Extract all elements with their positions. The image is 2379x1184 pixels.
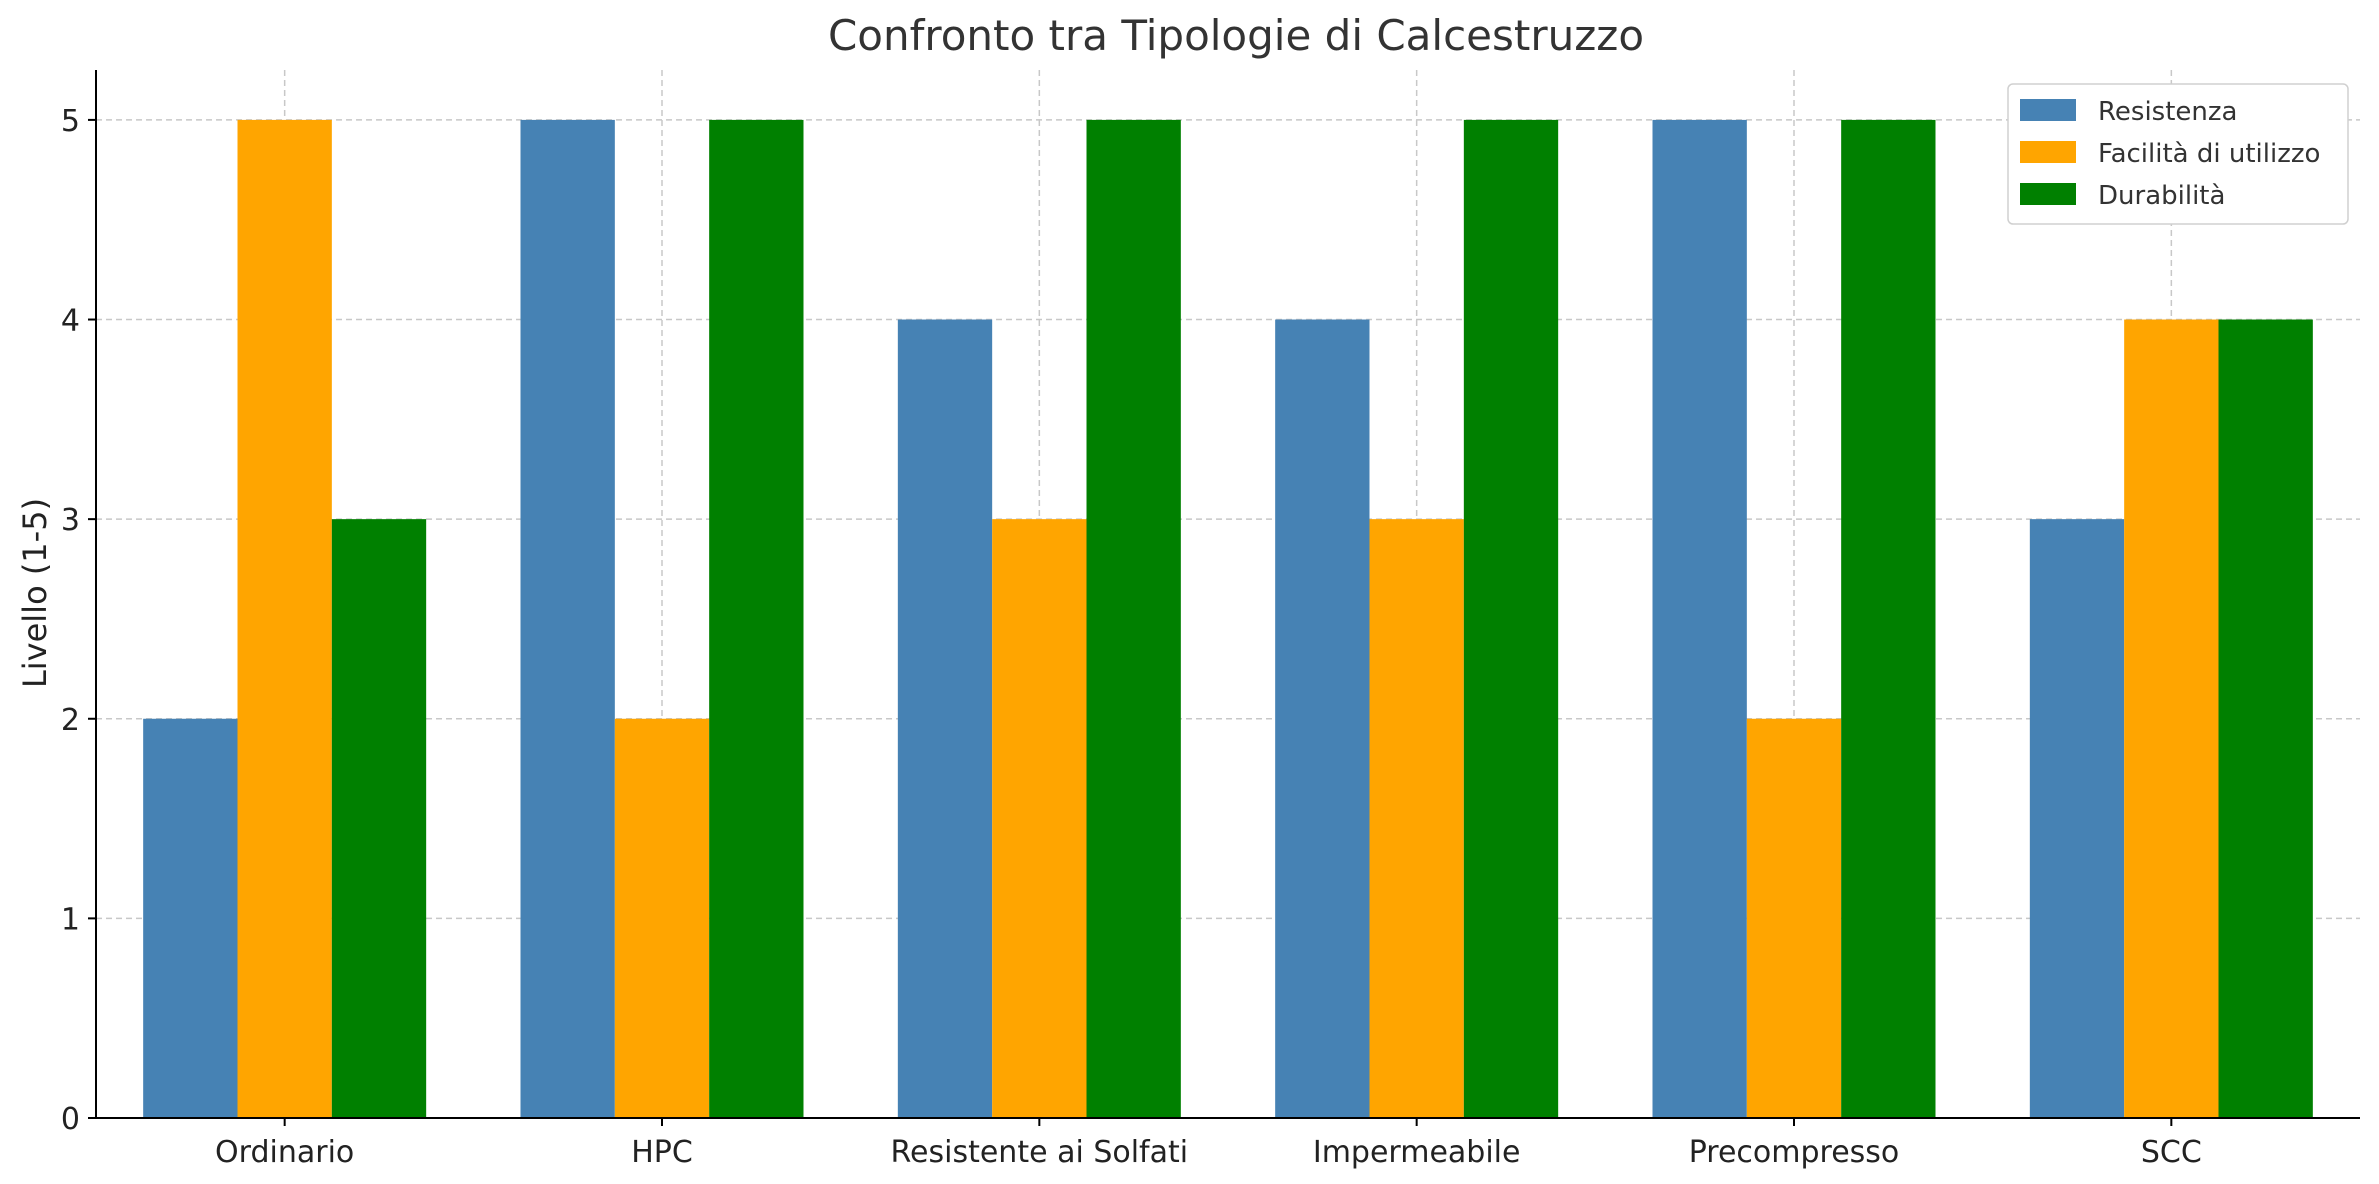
legend-swatch bbox=[2020, 99, 2076, 121]
bar-2-2 bbox=[614, 718, 710, 1118]
bar-3-4 bbox=[1463, 119, 1559, 1118]
bar-3-3 bbox=[1086, 119, 1181, 1118]
bar-2-5 bbox=[1746, 718, 1842, 1118]
legend-label: Resistenza bbox=[2098, 97, 2237, 127]
x-tick-label: Impermeabile bbox=[1313, 1135, 1521, 1170]
legend-swatch bbox=[2020, 183, 2076, 205]
bar-2-1 bbox=[237, 119, 332, 1118]
axes bbox=[95, 70, 2360, 1119]
x-tick-label: Resistente ai Solfati bbox=[891, 1135, 1189, 1170]
y-tick-label: 2 bbox=[61, 703, 80, 738]
y-tick-label: 0 bbox=[61, 1102, 80, 1137]
y-tick-label: 5 bbox=[61, 104, 80, 139]
legend: Resistenza Facilità di utilizzo Durabilità bbox=[2007, 83, 2349, 225]
bar-2-4 bbox=[1369, 519, 1464, 1118]
bar-3-5 bbox=[1841, 119, 1936, 1118]
bar-3-6 bbox=[2218, 319, 2313, 1118]
bar-1-6 bbox=[2029, 519, 2125, 1118]
chart-title: Confronto tra Tipologie di Calcestruzzo bbox=[828, 11, 1644, 60]
grid-lines bbox=[96, 70, 2360, 1118]
legend-box bbox=[2007, 83, 2349, 225]
bar-1-1 bbox=[143, 718, 238, 1118]
legend-label: Durabilità bbox=[2098, 181, 2225, 211]
y-tick-label: 3 bbox=[61, 503, 80, 538]
x-tick-label: Ordinario bbox=[215, 1135, 354, 1170]
y-axis-label: Livello (1-5) bbox=[16, 498, 54, 688]
bar-3-2 bbox=[709, 119, 804, 1118]
bar-1-4 bbox=[1275, 319, 1370, 1118]
bars bbox=[143, 119, 2313, 1118]
bar-2-3 bbox=[992, 519, 1087, 1118]
bar-1-3 bbox=[897, 319, 993, 1118]
x-tick-label: HPC bbox=[631, 1135, 693, 1170]
y-tick-label: 1 bbox=[61, 902, 80, 937]
x-tick-label: SCC bbox=[2141, 1135, 2202, 1170]
tick-labels: 0 1 2 3 4 5 Ordinario HPC Resistente ai Solfati I… bbox=[61, 104, 2202, 1170]
legend-swatch bbox=[2020, 141, 2076, 163]
legend-label: Facilità di utilizzo bbox=[2098, 139, 2320, 169]
bar-3-1 bbox=[331, 519, 427, 1118]
bar-2-6 bbox=[2124, 319, 2219, 1118]
x-tick-label: Precompresso bbox=[1689, 1135, 1900, 1170]
y-tick-label: 4 bbox=[61, 304, 80, 339]
bar-1-2 bbox=[520, 119, 615, 1118]
bar-1-5 bbox=[1652, 119, 1747, 1118]
